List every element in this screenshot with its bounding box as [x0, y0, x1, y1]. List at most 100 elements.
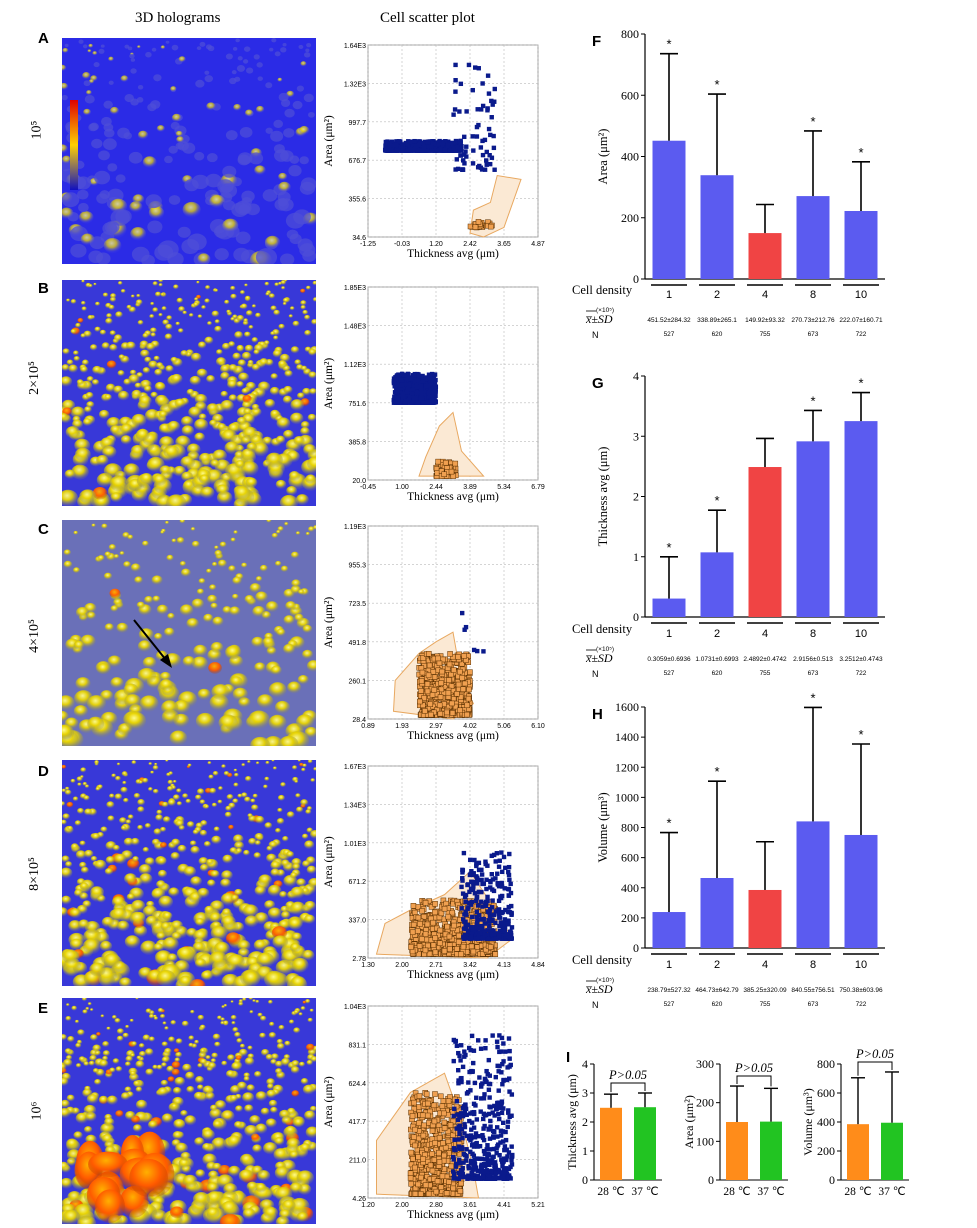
- data-point: [476, 66, 481, 71]
- data-point: [406, 374, 411, 380]
- row-label-unit: (×10⁵): [596, 307, 614, 314]
- data-point-gated: [472, 224, 479, 230]
- data-point: [490, 887, 495, 892]
- bar: [634, 1107, 656, 1180]
- data-point: [482, 1092, 487, 1097]
- gate-region: [418, 411, 485, 477]
- y-tick-label: 0: [582, 1173, 588, 1187]
- data-point: [460, 878, 465, 883]
- x-axis-label: Thickness avg (μm): [407, 730, 499, 742]
- data-point: [430, 394, 435, 399]
- data-point-gated: [410, 1156, 416, 1162]
- x-tick-label: 4.02: [463, 723, 477, 730]
- data-point: [471, 647, 477, 653]
- data-point-gated: [445, 1098, 452, 1104]
- data-point: [466, 1175, 471, 1180]
- bar: [652, 912, 686, 948]
- data-point: [487, 1136, 493, 1141]
- data-point: [495, 1102, 501, 1107]
- data-point: [486, 1127, 491, 1132]
- n-label: 527: [664, 1001, 675, 1008]
- data-point: [468, 857, 473, 863]
- data-point: [498, 1133, 504, 1138]
- data-point: [461, 1160, 466, 1165]
- data-point-gated: [441, 471, 447, 477]
- data-point: [451, 1157, 457, 1162]
- data-point: [506, 1175, 511, 1180]
- data-point-gated: [461, 653, 467, 659]
- data-point: [471, 1060, 476, 1066]
- data-point-gated: [438, 686, 445, 693]
- n-label: 527: [664, 331, 675, 338]
- data-point: [455, 166, 461, 172]
- data-point: [491, 145, 497, 151]
- data-point: [485, 1143, 490, 1148]
- data-point: [493, 920, 498, 926]
- data-point: [471, 148, 476, 153]
- data-point-gated: [441, 1110, 447, 1117]
- data-point: [473, 65, 478, 70]
- data-point-gated: [430, 669, 437, 675]
- data-point: [506, 904, 511, 910]
- data-point: [487, 1073, 492, 1078]
- data-point-gated: [455, 654, 461, 660]
- data-point: [495, 1134, 500, 1139]
- data-point-gated: [425, 1190, 432, 1197]
- data-point: [496, 931, 502, 937]
- category-label: 1: [666, 628, 672, 640]
- data-point: [452, 107, 458, 112]
- stats-label: 3.2512±0.4743: [839, 656, 883, 663]
- data-point-gated: [418, 1174, 424, 1181]
- bar: [652, 598, 686, 617]
- data-point: [462, 627, 467, 632]
- data-point: [492, 99, 497, 104]
- data-point: [495, 1176, 500, 1181]
- data-point: [393, 376, 399, 381]
- y-tick-label: 600: [817, 1086, 835, 1100]
- panel-letter-c: C: [38, 521, 49, 538]
- data-point: [400, 148, 405, 153]
- category-label: 2: [714, 959, 720, 971]
- data-point-gated: [487, 944, 494, 950]
- significance-star: *: [666, 37, 671, 52]
- data-point-gated: [466, 686, 472, 693]
- data-point: [461, 917, 466, 922]
- data-point: [506, 872, 512, 878]
- category-label: 2: [714, 628, 720, 640]
- data-point: [484, 149, 489, 155]
- y-axis-label: Area (μm²): [682, 1095, 696, 1149]
- data-point: [467, 1118, 472, 1124]
- stats-label: 385.25±320.09: [743, 987, 787, 994]
- data-point-gated: [457, 1188, 464, 1194]
- data-point: [489, 98, 494, 104]
- significance-star: *: [858, 727, 863, 742]
- data-point-gated: [441, 905, 448, 912]
- data-point: [471, 1162, 476, 1168]
- data-point-gated: [424, 688, 431, 695]
- data-point: [463, 899, 468, 904]
- data-point-gated: [441, 948, 448, 954]
- data-point: [468, 1047, 473, 1053]
- data-point: [506, 918, 511, 923]
- data-point-gated: [432, 949, 439, 956]
- data-point: [479, 867, 484, 873]
- significance-star: *: [810, 114, 815, 129]
- data-point: [487, 1158, 492, 1163]
- hologram-d: [62, 760, 316, 986]
- data-point: [482, 1151, 488, 1157]
- y-tick-label: 751.6: [348, 401, 366, 408]
- data-point: [457, 146, 462, 152]
- data-point: [483, 859, 488, 864]
- data-point-gated: [419, 1112, 426, 1119]
- data-point: [506, 869, 511, 875]
- data-point: [420, 396, 425, 401]
- data-point: [452, 1171, 457, 1176]
- panel-letter: H: [592, 706, 603, 723]
- data-point: [458, 1058, 463, 1063]
- scatter-plot-d: 1.30 2.00 2.71 3.42 4.13 4.84 2.78 337.0 671.2 1.…: [323, 764, 545, 981]
- data-point: [477, 1075, 482, 1080]
- data-point: [500, 1061, 505, 1067]
- data-point: [459, 884, 464, 890]
- data-point: [507, 1089, 512, 1094]
- data-point: [474, 1156, 480, 1161]
